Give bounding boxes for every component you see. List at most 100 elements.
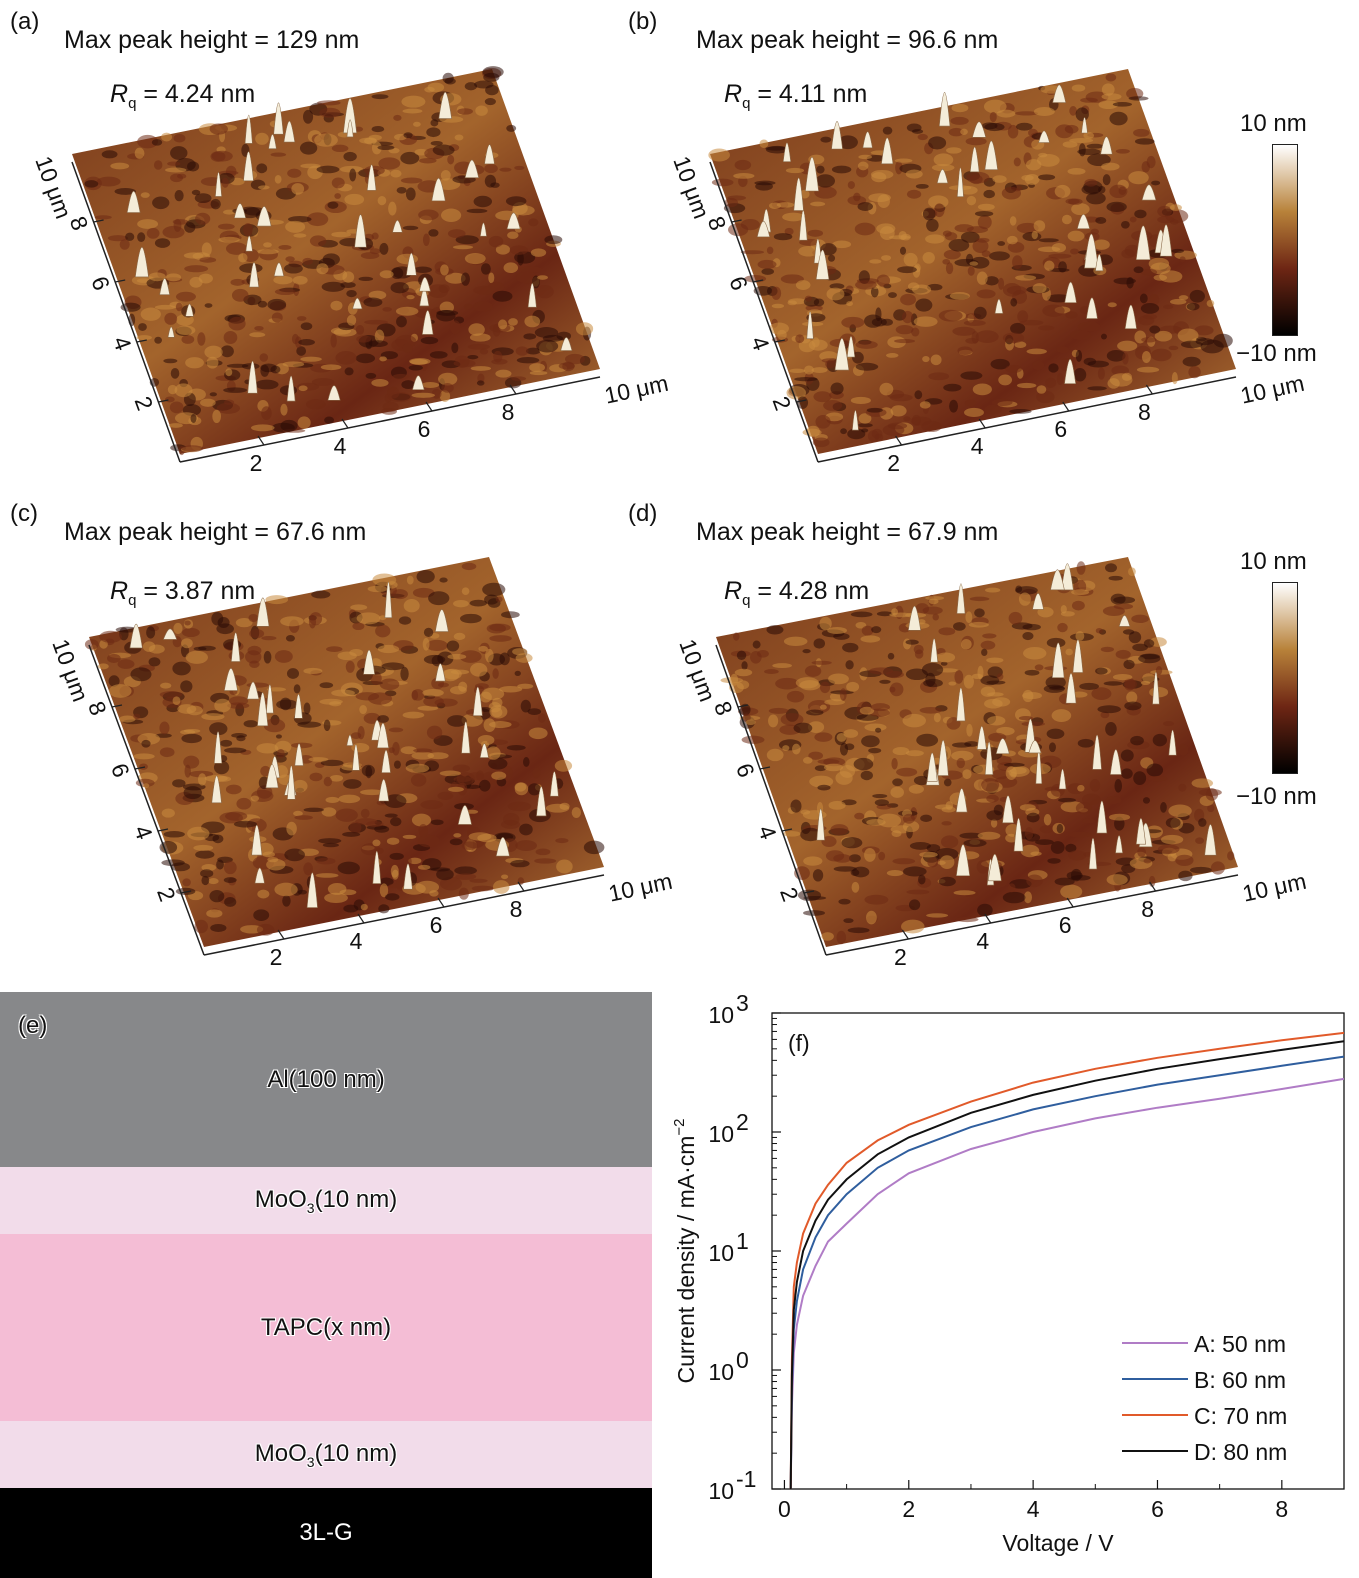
afm-texture bbox=[1068, 850, 1087, 861]
afm-texture bbox=[405, 187, 416, 201]
afm-texture bbox=[853, 757, 874, 771]
afm-texture bbox=[193, 844, 214, 851]
afm-texture bbox=[1077, 148, 1101, 156]
afm-texture bbox=[186, 705, 203, 716]
afm-texture bbox=[757, 259, 777, 269]
afm-texture bbox=[350, 732, 362, 740]
afm-texture bbox=[528, 783, 541, 796]
afm-peak bbox=[1052, 84, 1067, 103]
afm-texture bbox=[833, 854, 852, 863]
afm-x-tick bbox=[437, 897, 445, 908]
afm-texture bbox=[330, 334, 337, 348]
afm-texture bbox=[928, 195, 949, 209]
afm-texture bbox=[378, 904, 390, 914]
afm-texture bbox=[453, 776, 472, 783]
afm-texture bbox=[802, 321, 824, 327]
afm-texture bbox=[217, 223, 235, 230]
afm-texture bbox=[933, 203, 945, 218]
afm-peak bbox=[1050, 569, 1065, 591]
afm-texture bbox=[889, 686, 896, 693]
afm-texture bbox=[1056, 373, 1064, 385]
afm-texture bbox=[1105, 796, 1122, 805]
afm-texture bbox=[286, 821, 297, 836]
afm-texture bbox=[913, 775, 930, 786]
afm-texture bbox=[864, 847, 876, 862]
afm-texture bbox=[831, 165, 852, 174]
afm-texture bbox=[400, 746, 417, 755]
afm-texture bbox=[1057, 622, 1068, 633]
afm-x-tick bbox=[1145, 384, 1153, 395]
afm-texture bbox=[1065, 311, 1078, 319]
afm-texture bbox=[99, 630, 122, 643]
afm-texture bbox=[403, 599, 420, 613]
afm-texture bbox=[491, 771, 507, 780]
afm-x-tick bbox=[984, 913, 992, 924]
afm-x-tick bbox=[978, 418, 986, 429]
afm-texture bbox=[922, 251, 935, 264]
afm-texture bbox=[388, 201, 397, 216]
afm-texture bbox=[516, 357, 540, 364]
afm-texture bbox=[1019, 319, 1044, 326]
afm-texture bbox=[992, 175, 1007, 183]
afm-texture bbox=[482, 582, 506, 597]
afm-texture bbox=[440, 264, 449, 276]
afm-texture bbox=[379, 883, 389, 898]
afm-texture bbox=[903, 252, 918, 267]
afm-texture bbox=[1123, 659, 1135, 670]
afm-y-tick bbox=[115, 279, 126, 283]
afm-texture bbox=[766, 625, 784, 635]
afm-texture bbox=[495, 596, 503, 603]
afm-peak bbox=[862, 131, 873, 149]
afm-texture bbox=[119, 239, 130, 250]
afm-texture bbox=[401, 380, 416, 390]
afm-texture bbox=[1128, 171, 1149, 185]
afm-texture bbox=[292, 779, 308, 793]
afm-texture bbox=[169, 401, 184, 414]
afm-texture bbox=[206, 356, 219, 369]
afm-texture bbox=[401, 95, 426, 108]
afm-texture bbox=[285, 256, 295, 263]
afm-texture bbox=[1070, 330, 1092, 340]
afm-texture bbox=[1189, 289, 1205, 303]
afm-texture bbox=[180, 638, 193, 649]
afm-peak bbox=[782, 142, 792, 162]
afm-texture bbox=[388, 747, 395, 754]
afm-texture bbox=[451, 342, 459, 354]
afm-texture bbox=[471, 885, 494, 892]
y-axis-label-sup: −2 bbox=[671, 1118, 688, 1135]
afm-texture bbox=[759, 139, 769, 148]
afm-texture bbox=[1121, 768, 1133, 779]
colorbar-bottom-max: 10 nm bbox=[1240, 548, 1307, 575]
afm-texture bbox=[182, 878, 191, 887]
afm-texture bbox=[1071, 868, 1082, 882]
afm-texture bbox=[940, 661, 948, 666]
afm-texture bbox=[936, 652, 956, 663]
afm-texture bbox=[782, 830, 801, 837]
afm-peak bbox=[956, 167, 964, 197]
afm-texture bbox=[430, 140, 443, 146]
afm-texture bbox=[1101, 162, 1120, 171]
rq-value-a: = 4.24 nm bbox=[136, 80, 256, 108]
afm-texture bbox=[167, 161, 181, 166]
afm-y-tick bbox=[157, 828, 169, 832]
afm-texture bbox=[869, 667, 894, 675]
afm-texture bbox=[943, 778, 952, 787]
afm-texture bbox=[1025, 159, 1042, 171]
panel-label-f: (f) bbox=[788, 1030, 810, 1056]
afm-y-tick bbox=[111, 704, 123, 708]
afm-texture bbox=[1002, 332, 1025, 344]
afm-texture bbox=[1148, 257, 1170, 270]
afm-texture bbox=[368, 340, 388, 348]
afm-texture bbox=[544, 235, 563, 245]
afm-texture bbox=[499, 167, 512, 172]
afm-texture bbox=[461, 841, 478, 850]
afm-texture bbox=[850, 396, 871, 405]
afm-x-tick-label: 2 bbox=[270, 944, 283, 970]
afm-peak bbox=[969, 146, 980, 173]
afm-texture bbox=[886, 870, 904, 877]
afm-peak bbox=[265, 684, 274, 714]
afm-texture bbox=[819, 681, 831, 694]
afm-texture bbox=[789, 368, 806, 374]
afm-texture bbox=[855, 362, 879, 371]
afm-texture bbox=[930, 354, 942, 366]
